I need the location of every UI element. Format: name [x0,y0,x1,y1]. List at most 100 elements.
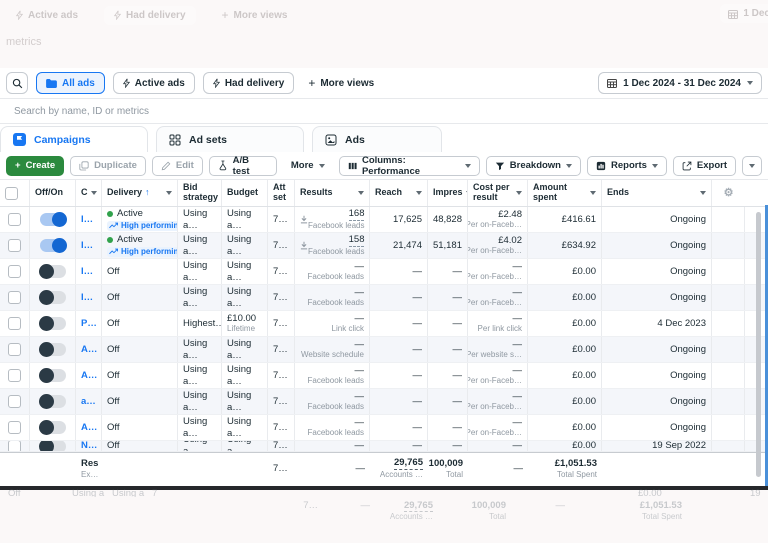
row-checkbox[interactable] [8,317,21,330]
filter-view-active-ads[interactable]: Active ads [112,72,195,94]
chevron-down-icon [464,163,471,168]
lightning-icon [114,10,122,20]
more-views-button[interactable]: + More views [308,76,375,90]
reach-cell: — [370,389,428,414]
ab-test-button[interactable]: A/B test [208,155,277,177]
footer-amount-spent: £1,051.53 Total Spent [554,457,597,479]
col-results[interactable]: Results [295,180,370,206]
campaign-name-link[interactable]: I… [81,239,94,251]
row-checkbox[interactable] [8,239,21,252]
row-checkbox[interactable] [8,421,21,434]
campaign-name-link[interactable]: N… [81,441,98,451]
duplicate-button[interactable]: Duplicate [70,155,146,176]
duplicate-icon [79,160,89,170]
campaign-name-link[interactable]: I… [81,291,94,303]
row-checkbox[interactable] [8,265,21,278]
campaign-name-link[interactable]: a… [81,395,96,407]
impressions-cell: — [428,389,468,414]
col-off-on: Off/On [30,180,76,206]
search-row [0,98,768,124]
settings-cell [712,415,745,440]
table-row: A… Off Using a… Using a… 7… — Facebook leads — —… [0,363,768,389]
table-footer: Res Ex… 7… — 29,765 Accounts … 100,009 Tot… [0,452,768,485]
edit-button[interactable]: Edit [151,155,203,176]
col-amount-spent[interactable]: Amount spent [528,180,602,206]
row-checkbox[interactable] [8,369,21,382]
campaign-name-link[interactable]: A… [81,369,98,381]
ends-cell: Ongoing [602,415,712,440]
export-button[interactable]: Export [672,155,736,176]
footer-spacer [178,453,222,485]
campaign-toggle[interactable] [39,212,67,227]
filter-view-all-ads[interactable]: All ads [36,72,105,94]
trending-up-icon [109,223,118,229]
col-reach[interactable]: Reach [370,180,428,206]
tab-ads[interactable]: Ads [312,126,442,152]
row-toggle-cell [30,285,76,310]
row-toggle-cell [30,207,76,232]
row-checkbox[interactable] [8,343,21,356]
campaign-toggle[interactable] [38,368,66,383]
active-dot-icon [107,237,113,243]
col-bid-strategy[interactable]: Bid strategy [178,180,222,206]
high-performing-badge: High performin [107,246,177,257]
col-cost-per-result[interactable]: Cost per result [468,180,528,206]
row-checkbox[interactable] [8,213,21,226]
date-range-picker[interactable]: 1 Dec 2024 - 31 Dec 2024 [598,72,762,94]
main-panel: All ads Active ads Had delivery + More v… [0,68,768,486]
vertical-scrollbar[interactable] [756,212,761,477]
tab-ad-sets[interactable]: Ad sets [156,126,304,152]
campaign-name-link[interactable]: A… [81,343,98,355]
filter-view-had-delivery[interactable]: Had delivery [202,72,295,94]
table-row: A… Off Using a… Using a… 7… — Facebook leads — —… [0,415,768,441]
table-header: Off/On C Delivery ↑ Bid strategy Budget A… [0,179,768,207]
col-impressions[interactable]: Impres [428,180,468,206]
export-dropdown-button[interactable] [742,155,762,176]
columns-button[interactable]: Columns: Performance [338,155,480,177]
campaign-toggle[interactable] [38,441,66,451]
col-campaign[interactable]: C [76,180,102,206]
budget-cell: Using a… [222,337,268,362]
reports-icon [596,161,606,170]
cost-per-result-cell: £4.02 Per on-Faceb… [468,233,528,258]
campaign-name-link[interactable]: I… [81,265,94,277]
impressions-cell: — [428,415,468,440]
lightning-icon [122,78,130,88]
select-all-checkbox[interactable] [5,186,18,200]
campaign-name-link[interactable]: I… [81,213,94,225]
row-checkbox[interactable] [8,291,21,304]
tab-campaigns[interactable]: Campaigns [0,126,148,152]
campaign-toggle[interactable] [38,290,66,305]
attribution-cell: 7… [268,441,295,451]
col-budget[interactable]: Budget [222,180,268,206]
col-ends[interactable]: Ends [602,180,712,206]
campaign-toggle[interactable] [39,238,67,253]
more-button[interactable]: More [283,156,333,176]
search-button[interactable] [6,72,28,94]
cost-per-result-cell: — Per on-Faceb… [468,285,528,310]
campaign-toggle[interactable] [38,342,66,357]
col-attribution[interactable]: Att set [268,180,295,206]
row-checkbox-cell [0,363,30,388]
amount-spent-cell: £0.00 [528,337,602,362]
campaign-toggle[interactable] [38,394,66,409]
settings-cell [712,337,745,362]
campaign-name-link[interactable]: P… [81,317,97,329]
col-delivery[interactable]: Delivery ↑ [102,180,178,206]
pencil-icon [161,161,171,170]
results-cell: — Facebook leads [295,259,370,284]
impressions-cell: — [428,285,468,310]
amount-spent-cell: £634.92 [528,233,602,258]
reports-button[interactable]: Reports [587,155,667,176]
lightning-icon [16,10,23,20]
col-settings[interactable]: ⚙ [712,180,745,206]
create-button[interactable]: + Create [6,155,65,176]
campaign-name-link[interactable]: A… [81,421,98,433]
row-checkbox[interactable] [8,395,21,408]
breakdown-button[interactable]: Breakdown [485,155,581,176]
campaign-toggle[interactable] [38,316,66,331]
search-input[interactable] [14,105,754,117]
campaign-toggle[interactable] [38,264,66,279]
campaign-toggle[interactable] [38,420,66,435]
row-checkbox[interactable] [8,441,21,451]
